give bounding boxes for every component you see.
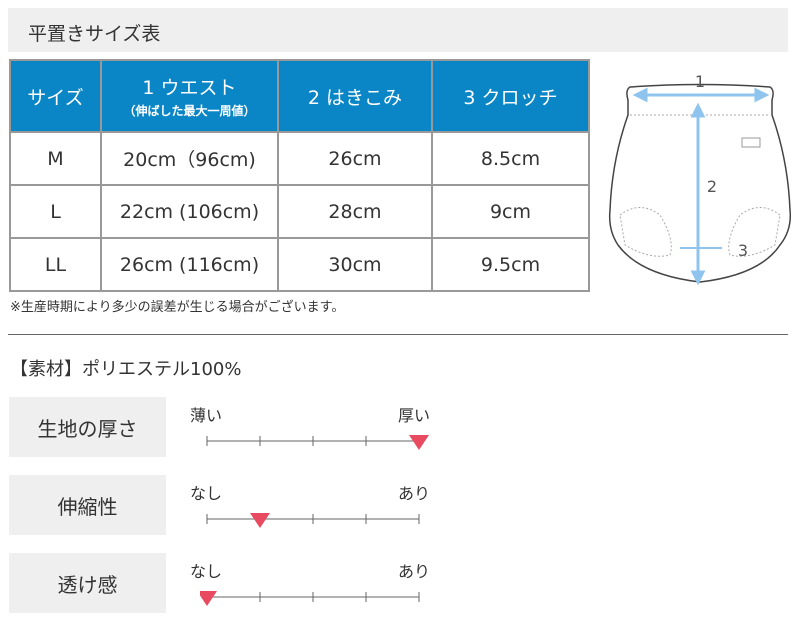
header-label: 3 クロッチ — [463, 86, 558, 109]
diagram-label-3: 3 — [738, 241, 748, 260]
scale-label: 生地の厚さ — [9, 397, 166, 457]
scale-label-text: 伸縮性 — [57, 494, 118, 519]
scale-label-text: 生地の厚さ — [37, 416, 138, 441]
scale-track — [206, 435, 429, 450]
size-table-title: 平置きサイズ表 — [28, 23, 161, 45]
material-text: 【素材】ポリエステル100% — [10, 359, 242, 380]
scale-label: 透け感 — [9, 553, 166, 613]
scale-min-label: なし — [190, 484, 223, 503]
table-row: LL 26cm (116cm) 30cm 9.5cm — [9, 237, 590, 292]
divider — [8, 334, 788, 335]
cell: 28cm — [277, 184, 433, 239]
scale-marker — [200, 591, 217, 606]
diagram-label-1: 1 — [695, 72, 705, 91]
header-size: サイズ — [9, 59, 102, 133]
cell: 22cm (106cm) — [100, 184, 279, 239]
scale-track — [206, 513, 420, 528]
header-sublabel: （伸ばした最大一周値） — [123, 104, 256, 118]
cell: 26cm (116cm) — [100, 237, 279, 292]
cell: 30cm — [277, 237, 433, 292]
cell: 20cm（96cm) — [100, 131, 279, 186]
scale-min-label: 薄い — [190, 406, 223, 425]
header-crotch: 3 クロッチ — [431, 59, 590, 133]
cell: LL — [9, 237, 102, 292]
scale-marker — [409, 435, 429, 450]
cell: L — [9, 184, 102, 239]
scale-label-text: 透け感 — [57, 572, 118, 597]
garment-diagram: 1 2 3 — [608, 72, 792, 286]
table-row: L 22cm (106cm) 28cm 9cm — [9, 184, 590, 239]
cell: M — [9, 131, 102, 186]
size-table: サイズ 1 ウエスト （伸ばした最大一周値） 2 はきこみ 3 クロッチ M 20c… — [9, 59, 590, 292]
table-row: M 20cm（96cm) 26cm 8.5cm — [9, 131, 590, 186]
scale-max-label: あり — [398, 562, 431, 581]
header-label: 1 ウエスト — [142, 77, 237, 99]
header-label: 2 はきこみ — [307, 86, 403, 109]
leg-opening-left — [619, 207, 672, 257]
scale-max-label: 厚い — [398, 406, 431, 425]
leg-opening-right — [728, 207, 781, 257]
garment-outline — [608, 83, 792, 283]
header-label: サイズ — [27, 86, 84, 109]
scale-min-label: なし — [190, 562, 223, 581]
cell: 9.5cm — [431, 237, 590, 292]
tag-icon — [741, 137, 761, 148]
scale-label: 伸縮性 — [9, 475, 166, 535]
header-rise: 2 はきこみ — [277, 59, 433, 133]
cell: 26cm — [277, 131, 433, 186]
diagram-label-2: 2 — [707, 177, 717, 196]
cell: 9cm — [431, 184, 590, 239]
scale-max-label: あり — [398, 484, 431, 503]
header-waist: 1 ウエスト （伸ばした最大一周値） — [100, 59, 279, 133]
table-header-row: サイズ 1 ウエスト （伸ばした最大一周値） 2 はきこみ 3 クロッチ — [9, 59, 590, 133]
scale-marker — [250, 513, 270, 528]
measurement-note: ※生産時期により多少の誤差が生じる場合がございます。 — [10, 300, 345, 315]
size-table-title-bar: 平置きサイズ表 — [8, 8, 788, 52]
scale-track — [200, 591, 420, 606]
cell: 8.5cm — [431, 131, 590, 186]
